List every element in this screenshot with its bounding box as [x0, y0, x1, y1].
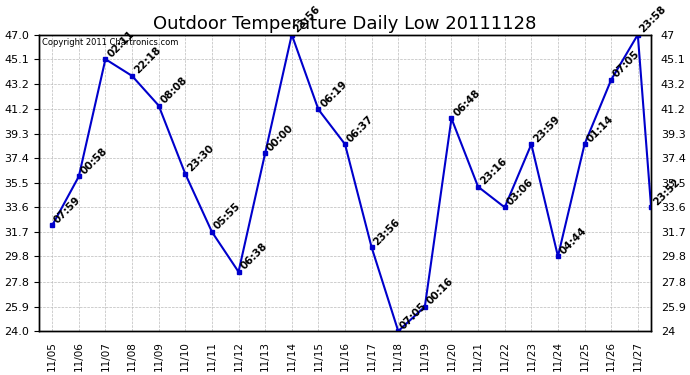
Text: 23:16: 23:16 — [478, 156, 509, 187]
Text: 23:52: 23:52 — [651, 177, 682, 207]
Text: 04:44: 04:44 — [558, 226, 589, 256]
Text: 07:05: 07:05 — [611, 49, 642, 80]
Text: 07:05: 07:05 — [398, 300, 428, 331]
Text: 23:58: 23:58 — [638, 4, 669, 34]
Text: 22:18: 22:18 — [132, 45, 163, 76]
Text: 06:37: 06:37 — [345, 114, 375, 144]
Text: 06:19: 06:19 — [318, 79, 348, 110]
Text: 06:48: 06:48 — [451, 88, 482, 118]
Text: 00:58: 00:58 — [79, 146, 109, 177]
Text: 06:38: 06:38 — [239, 242, 269, 272]
Text: 23:59: 23:59 — [531, 114, 562, 144]
Text: 08:08: 08:08 — [159, 75, 189, 105]
Text: 01:14: 01:14 — [584, 114, 615, 144]
Text: 03:06: 03:06 — [504, 177, 535, 207]
Title: Outdoor Temperature Daily Low 20111128: Outdoor Temperature Daily Low 20111128 — [153, 15, 537, 33]
Text: 23:30: 23:30 — [186, 143, 216, 174]
Text: 02:11: 02:11 — [106, 28, 136, 59]
Text: 05:55: 05:55 — [212, 201, 242, 232]
Text: 00:00: 00:00 — [265, 123, 295, 153]
Text: 00:16: 00:16 — [425, 276, 455, 307]
Text: 23:56: 23:56 — [372, 217, 402, 248]
Text: 07:59: 07:59 — [52, 195, 83, 225]
Text: 23:56: 23:56 — [292, 4, 322, 34]
Text: Copyright 2011 Chartronics.com: Copyright 2011 Chartronics.com — [42, 38, 178, 46]
